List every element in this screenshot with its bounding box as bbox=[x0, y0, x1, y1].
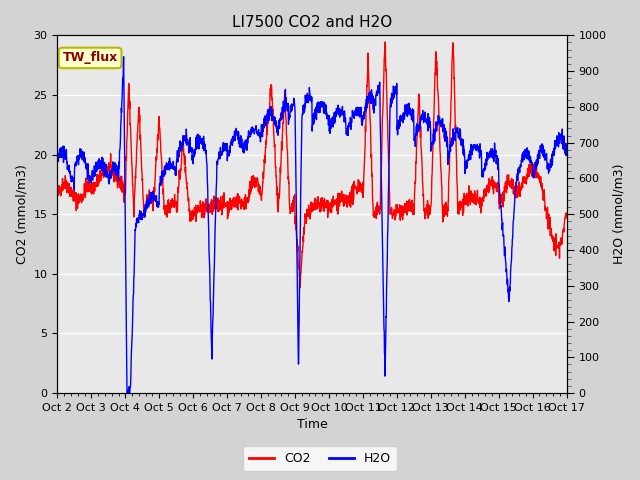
Y-axis label: H2O (mmol/m3): H2O (mmol/m3) bbox=[612, 164, 625, 264]
Title: LI7500 CO2 and H2O: LI7500 CO2 and H2O bbox=[232, 15, 392, 30]
Legend: CO2, H2O: CO2, H2O bbox=[243, 446, 397, 471]
Y-axis label: CO2 (mmol/m3): CO2 (mmol/m3) bbox=[15, 164, 28, 264]
X-axis label: Time: Time bbox=[297, 419, 328, 432]
Text: TW_flux: TW_flux bbox=[63, 51, 118, 64]
